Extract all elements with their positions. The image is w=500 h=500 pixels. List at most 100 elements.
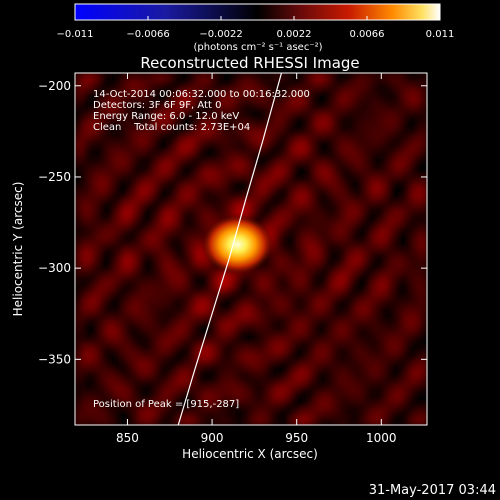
heatmap-cell <box>339 393 348 402</box>
heatmap-cell <box>179 265 188 274</box>
heatmap-cell <box>139 73 148 82</box>
heatmap-cell <box>187 401 196 410</box>
heatmap-cell <box>211 137 220 146</box>
heatmap-cell <box>195 81 204 90</box>
heatmap-cell <box>211 281 220 290</box>
heatmap-cell <box>411 201 420 210</box>
heatmap-cell <box>299 353 308 362</box>
heatmap-cell <box>387 289 396 298</box>
heatmap-cell <box>83 305 92 314</box>
heatmap-cell <box>171 113 180 122</box>
heatmap-cell <box>235 73 244 82</box>
heatmap-cell <box>75 401 84 410</box>
heatmap-cell <box>419 289 427 298</box>
heatmap-cell <box>251 121 260 130</box>
heatmap-cell <box>267 153 276 162</box>
heatmap-cell <box>419 385 427 394</box>
heatmap-cell <box>99 177 108 186</box>
heatmap-cell <box>243 305 252 314</box>
heatmap-cell <box>83 169 92 178</box>
heatmap-cell <box>363 401 372 410</box>
heatmap-cell <box>283 385 292 394</box>
heatmap-cell <box>123 97 132 106</box>
heatmap-cell <box>323 377 332 386</box>
heatmap-cell <box>339 401 348 410</box>
heatmap-cell <box>131 145 140 154</box>
heatmap-cell <box>323 281 332 290</box>
heatmap-cell <box>163 377 172 386</box>
heatmap-cell <box>395 153 404 162</box>
heatmap-cell <box>251 153 260 162</box>
heatmap-cell <box>211 153 220 162</box>
heatmap-cell <box>163 153 172 162</box>
heatmap-cell <box>163 129 172 138</box>
heatmap-cell <box>243 401 252 410</box>
heatmap-cell <box>315 289 324 298</box>
heatmap-cell <box>91 73 100 82</box>
heatmap-cell <box>355 121 364 130</box>
heatmap-cell <box>219 289 228 298</box>
heatmap-cell <box>171 257 180 266</box>
heatmap-cell <box>131 153 140 162</box>
heatmap-cell <box>147 249 156 258</box>
heatmap-cell <box>299 105 308 114</box>
heatmap-cell <box>419 281 427 290</box>
heatmap-cell <box>219 177 228 186</box>
heatmap-cell <box>315 337 324 346</box>
heatmap-cell <box>115 313 124 322</box>
heatmap-cell <box>219 201 228 210</box>
heatmap-cell <box>419 89 427 98</box>
heatmap-cell <box>123 153 132 162</box>
heatmap-cell <box>115 329 124 338</box>
heatmap-cell <box>259 137 268 146</box>
heatmap-cell <box>75 281 84 290</box>
heatmap-cell <box>363 217 372 226</box>
heatmap-cell <box>179 209 188 218</box>
heatmap-cell <box>387 281 396 290</box>
heatmap-cell <box>179 401 188 410</box>
heatmap-cell <box>259 329 268 338</box>
heatmap-cell <box>411 401 420 410</box>
heatmap-cell <box>107 337 116 346</box>
heatmap-cell <box>75 353 84 362</box>
heatmap-cell <box>371 185 380 194</box>
heatmap-cell <box>267 369 276 378</box>
heatmap-cell <box>315 417 324 425</box>
heatmap-cell <box>139 337 148 346</box>
heatmap-cell <box>355 409 364 418</box>
heatmap-cell <box>123 273 132 282</box>
heatmap-cell <box>107 401 116 410</box>
heatmap-cell <box>227 329 236 338</box>
heatmap-cell <box>75 121 84 130</box>
heatmap-cell <box>131 313 140 322</box>
heatmap-cell <box>403 129 412 138</box>
heatmap-cell <box>355 401 364 410</box>
heatmap-cell <box>259 129 268 138</box>
heatmap-cell <box>115 289 124 298</box>
heatmap-cell <box>75 89 84 98</box>
heatmap-cell <box>195 321 204 330</box>
heatmap-cell <box>323 385 332 394</box>
heatmap-cell <box>195 313 204 322</box>
heatmap-cell <box>315 153 324 162</box>
heatmap-cell <box>147 185 156 194</box>
heatmap-cell <box>307 81 316 90</box>
heatmap-cell <box>155 257 164 266</box>
heatmap-cell <box>363 273 372 282</box>
heatmap-cell <box>195 385 204 394</box>
heatmap-cell <box>363 281 372 290</box>
heatmap-cell <box>363 177 372 186</box>
heatmap-cell <box>403 73 412 82</box>
heatmap-cell <box>379 329 388 338</box>
heatmap-cell <box>299 73 308 82</box>
heatmap-cell <box>75 409 84 418</box>
heatmap-cell <box>107 145 116 154</box>
heatmap-cell <box>355 369 364 378</box>
heatmap-cell <box>283 417 292 425</box>
heatmap-cell <box>387 241 396 250</box>
heatmap-cell <box>307 409 316 418</box>
heatmap-cell <box>379 393 388 402</box>
heatmap-cell <box>219 193 228 202</box>
heatmap-cell <box>139 385 148 394</box>
heatmap-cell <box>363 137 372 146</box>
